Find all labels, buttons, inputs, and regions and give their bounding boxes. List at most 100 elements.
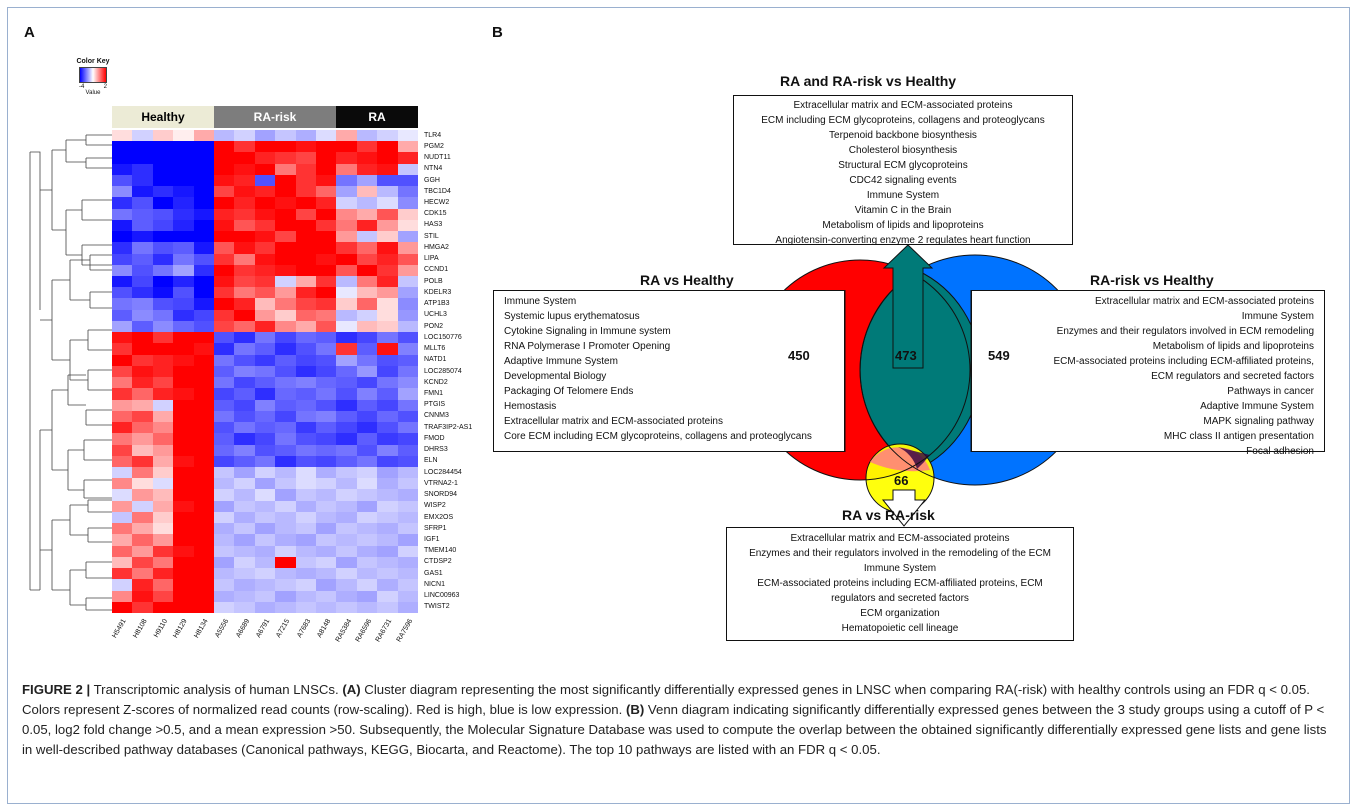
heatmap-cell bbox=[356, 410, 378, 423]
heatmap-cell bbox=[214, 523, 235, 535]
heatmap-cell bbox=[254, 163, 276, 176]
panel-a-label: A bbox=[24, 24, 35, 41]
heatmap-cell bbox=[275, 287, 297, 299]
heatmap-cell bbox=[377, 433, 399, 445]
heatmap-cell bbox=[336, 388, 358, 401]
heatmap-cell bbox=[173, 141, 195, 153]
heatmap-cell bbox=[214, 354, 235, 367]
heatmap-cell bbox=[112, 287, 133, 299]
heatmap-cell bbox=[173, 545, 195, 558]
heatmap-cell bbox=[295, 354, 317, 367]
caption-b-label: (B) bbox=[625, 702, 645, 717]
heatmap-cell bbox=[132, 568, 154, 580]
heatmap-cell bbox=[254, 320, 276, 333]
heatmap-cell bbox=[254, 208, 276, 221]
heatmap-cell bbox=[112, 354, 133, 367]
heatmap-cell bbox=[397, 298, 419, 311]
heatmap-cell bbox=[152, 365, 174, 378]
group-header-bar: Healthy RA-risk RA bbox=[112, 106, 418, 128]
heatmap-cell bbox=[214, 186, 235, 198]
heatmap-cell bbox=[316, 365, 337, 378]
heatmap-cell bbox=[214, 141, 235, 153]
heatmap-cell bbox=[336, 478, 358, 490]
heatmap-cell bbox=[254, 365, 276, 378]
heatmap-cell bbox=[173, 174, 195, 187]
heatmap-cell bbox=[173, 556, 195, 569]
heatmap-cell bbox=[254, 242, 276, 255]
heatmap-cell bbox=[234, 276, 256, 288]
heatmap-cell bbox=[234, 388, 256, 401]
heatmap-cell bbox=[356, 332, 378, 344]
caption-a-label: (A) bbox=[342, 682, 361, 697]
heatmap-cell bbox=[336, 422, 358, 434]
heatmap-cell bbox=[173, 534, 195, 547]
heatmap-cell bbox=[173, 590, 195, 603]
heatmap-cell bbox=[316, 141, 337, 153]
heatmap-cell bbox=[112, 601, 133, 614]
heatmap-cell bbox=[193, 332, 215, 344]
heatmap-cell bbox=[295, 579, 317, 592]
heatmap-cell bbox=[295, 590, 317, 603]
heatmap-cell bbox=[377, 163, 399, 176]
pathway-item: Systemic lupus erythematosus bbox=[504, 311, 640, 322]
heatmap-cell bbox=[356, 511, 378, 524]
heatmap-cell bbox=[275, 511, 297, 524]
pathway-item: Immune System bbox=[504, 296, 577, 307]
heatmap-cell bbox=[377, 377, 399, 389]
heatmap-cell bbox=[295, 410, 317, 423]
heatmap-cell bbox=[336, 298, 358, 311]
caption-sentence-1: Transcriptomic analysis of human LNSCs. bbox=[90, 682, 343, 697]
heatmap-cell bbox=[234, 242, 256, 255]
heatmap-cell bbox=[214, 276, 235, 288]
heatmap-cell bbox=[377, 579, 399, 592]
heatmap-cell bbox=[336, 500, 358, 513]
heatmap-cell bbox=[336, 545, 358, 558]
heatmap-cell bbox=[377, 489, 399, 502]
heatmap-cell bbox=[295, 174, 317, 187]
heatmap-cell bbox=[397, 466, 419, 479]
heatmap-cell bbox=[316, 197, 337, 210]
count-ra-risk-only: 549 bbox=[988, 348, 1010, 363]
pathway-item: Immune System bbox=[863, 563, 937, 574]
heatmap-cell bbox=[152, 298, 174, 311]
heatmap-cell bbox=[173, 579, 195, 592]
heatmap-cell bbox=[295, 343, 317, 356]
heatmap-cell bbox=[397, 309, 419, 322]
heatmap-cell bbox=[132, 264, 154, 277]
heatmap-cell bbox=[132, 219, 154, 232]
heatmap-cell bbox=[193, 130, 215, 142]
heatmap-cell bbox=[112, 130, 133, 142]
heatmap-cell bbox=[214, 163, 235, 176]
heatmap-cell bbox=[214, 534, 235, 547]
heatmap-cell bbox=[316, 601, 337, 614]
heatmap-cell bbox=[173, 276, 195, 288]
heatmap-cell bbox=[397, 568, 419, 580]
heatmap-cell bbox=[214, 410, 235, 423]
heatmap-cell bbox=[336, 309, 358, 322]
heatmap-cell bbox=[397, 197, 419, 210]
heatmap-cell bbox=[316, 253, 337, 266]
heatmap-cell bbox=[132, 590, 154, 603]
heatmap-cell bbox=[336, 231, 358, 243]
heatmap-cell bbox=[173, 455, 195, 468]
pathway-item: ECM organization bbox=[860, 608, 940, 619]
heatmap-cell bbox=[397, 444, 419, 457]
heatmap-cell bbox=[275, 466, 297, 479]
heatmap-cell bbox=[152, 556, 174, 569]
heatmap-cell bbox=[132, 388, 154, 401]
heatmap-cell bbox=[112, 478, 133, 490]
heatmap-cell bbox=[254, 455, 276, 468]
heatmap-cell bbox=[316, 354, 337, 367]
heatmap-cell bbox=[234, 264, 256, 277]
heatmap-cell bbox=[132, 601, 154, 614]
heatmap-cell bbox=[316, 489, 337, 502]
heatmap-cell bbox=[254, 287, 276, 299]
heatmap-cell bbox=[397, 579, 419, 592]
heatmap-cell bbox=[336, 264, 358, 277]
heatmap-cell bbox=[214, 444, 235, 457]
heatmap-cell bbox=[275, 163, 297, 176]
heatmap-cell bbox=[132, 534, 154, 547]
heatmap-cell bbox=[275, 489, 297, 502]
gene-label: ELN bbox=[424, 457, 438, 465]
heatmap-cell bbox=[377, 534, 399, 547]
